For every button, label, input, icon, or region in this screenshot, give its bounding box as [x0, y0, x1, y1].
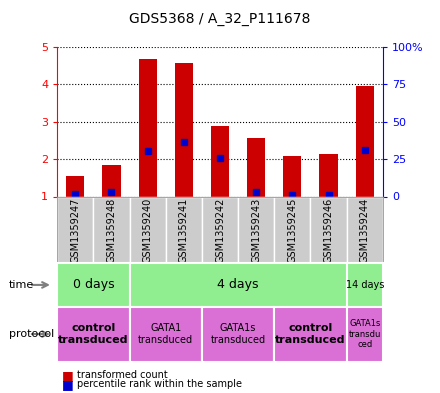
Text: GATA1s
transdu
ced: GATA1s transdu ced: [348, 319, 381, 349]
Bar: [247, 138, 265, 196]
Bar: [347, 263, 383, 307]
Text: 14 days: 14 days: [345, 280, 384, 290]
Text: protocol: protocol: [9, 329, 54, 339]
Text: ■: ■: [62, 378, 73, 391]
Text: control
transduced: control transduced: [58, 323, 128, 345]
Text: GSM1359245: GSM1359245: [287, 197, 297, 263]
Text: transformed count: transformed count: [77, 370, 168, 380]
Text: GATA1
transduced: GATA1 transduced: [138, 323, 193, 345]
Text: GSM1359242: GSM1359242: [215, 197, 225, 263]
Bar: [202, 196, 238, 263]
Text: GDS5368 / A_32_P111678: GDS5368 / A_32_P111678: [129, 11, 311, 26]
Bar: [57, 263, 129, 307]
Bar: [175, 63, 193, 196]
Bar: [166, 196, 202, 263]
Bar: [57, 307, 129, 362]
Bar: [319, 154, 337, 196]
Bar: [129, 263, 347, 307]
Text: 4 days: 4 days: [217, 278, 259, 292]
Text: GSM1359248: GSM1359248: [106, 197, 117, 263]
Bar: [211, 126, 229, 196]
Bar: [311, 196, 347, 263]
Bar: [283, 156, 301, 196]
Text: GSM1359247: GSM1359247: [70, 197, 80, 263]
Bar: [93, 196, 129, 263]
Text: GATA1s
transduced: GATA1s transduced: [210, 323, 266, 345]
Text: GSM1359243: GSM1359243: [251, 197, 261, 263]
Bar: [356, 86, 374, 196]
Bar: [202, 307, 274, 362]
Text: GSM1359241: GSM1359241: [179, 197, 189, 263]
Bar: [274, 307, 347, 362]
Text: percentile rank within the sample: percentile rank within the sample: [77, 379, 242, 389]
Text: 0 days: 0 days: [73, 278, 114, 292]
Text: GSM1359240: GSM1359240: [143, 197, 153, 263]
Text: control
transduced: control transduced: [275, 323, 346, 345]
Bar: [139, 59, 157, 196]
Text: GSM1359246: GSM1359246: [323, 197, 334, 263]
Bar: [274, 196, 311, 263]
Bar: [103, 165, 121, 196]
Bar: [347, 196, 383, 263]
Bar: [57, 196, 93, 263]
Text: time: time: [9, 280, 34, 290]
Bar: [238, 196, 274, 263]
Bar: [347, 307, 383, 362]
Bar: [129, 307, 202, 362]
Text: ■: ■: [62, 369, 73, 382]
Bar: [129, 196, 166, 263]
Bar: [66, 176, 84, 196]
Text: GSM1359244: GSM1359244: [360, 197, 370, 263]
